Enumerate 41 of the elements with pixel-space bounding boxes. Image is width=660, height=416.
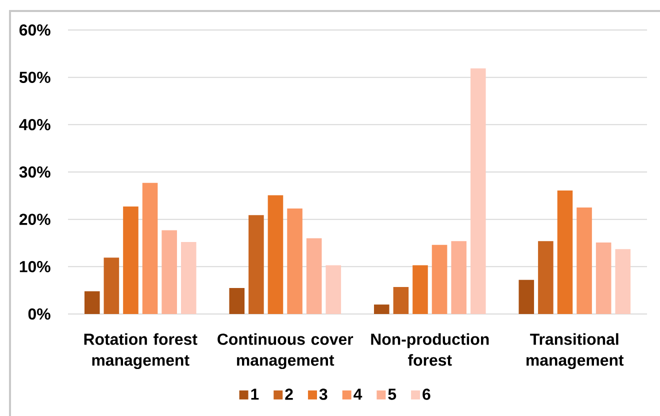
y-tick-label: 50% bbox=[19, 72, 50, 83]
legend-label: 4 bbox=[354, 388, 362, 400]
y-tick-label: 20% bbox=[19, 214, 50, 225]
bar bbox=[518, 280, 534, 314]
bar bbox=[180, 242, 196, 314]
bar bbox=[432, 244, 448, 314]
bar bbox=[84, 291, 100, 314]
bar bbox=[615, 249, 631, 314]
y-tick-label: 40% bbox=[19, 119, 50, 130]
bar bbox=[557, 190, 573, 314]
bar bbox=[374, 304, 390, 314]
bar bbox=[248, 215, 264, 314]
legend-label: 6 bbox=[422, 388, 430, 400]
bar bbox=[287, 208, 302, 314]
bar bbox=[104, 258, 120, 314]
bar bbox=[142, 182, 158, 314]
bar bbox=[268, 195, 284, 314]
legend-label: 5 bbox=[388, 388, 396, 400]
bar bbox=[123, 206, 138, 314]
bar bbox=[451, 241, 466, 314]
x-tick-label: Continuous cover management bbox=[218, 333, 354, 370]
bar bbox=[576, 208, 592, 314]
x-tick-label: Non-production forest bbox=[371, 333, 489, 366]
bar bbox=[596, 242, 612, 314]
bar bbox=[306, 238, 322, 314]
y-tick-label: 30% bbox=[19, 166, 50, 178]
bar bbox=[412, 265, 428, 314]
y-tick-label: 60% bbox=[19, 24, 50, 36]
x-tick-label: Transitional management bbox=[526, 333, 624, 370]
bar bbox=[229, 288, 245, 314]
legend-label: 1 bbox=[251, 388, 259, 400]
bar bbox=[393, 287, 409, 314]
bar bbox=[326, 265, 342, 314]
y-tick-label: 0% bbox=[28, 308, 50, 320]
legend-label: 2 bbox=[285, 388, 293, 400]
bar bbox=[538, 241, 554, 314]
y-tick-label: 10% bbox=[20, 261, 50, 272]
legend-label: 3 bbox=[319, 388, 328, 400]
x-tick-label: Rotation forest management bbox=[84, 333, 198, 370]
bar bbox=[162, 230, 177, 314]
bar bbox=[470, 68, 486, 314]
